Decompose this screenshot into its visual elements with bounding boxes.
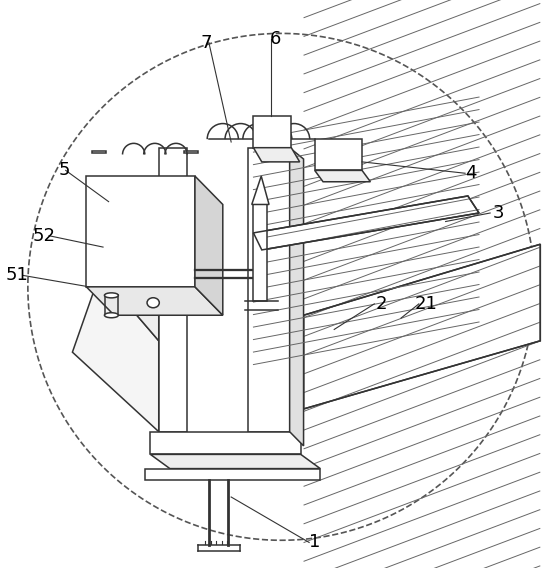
Bar: [92, 151, 106, 153]
Text: 51: 51: [5, 266, 28, 285]
Ellipse shape: [147, 298, 159, 308]
Text: 7: 7: [201, 34, 212, 52]
Bar: [184, 151, 198, 153]
Polygon shape: [253, 148, 300, 162]
Bar: [159, 148, 187, 432]
Text: 5: 5: [58, 161, 70, 179]
Text: 2: 2: [376, 295, 387, 313]
Polygon shape: [100, 216, 159, 341]
Polygon shape: [150, 454, 320, 469]
Bar: [253, 204, 267, 301]
Polygon shape: [150, 432, 301, 454]
Ellipse shape: [105, 313, 119, 318]
Polygon shape: [315, 170, 370, 182]
Bar: [86, 176, 195, 287]
Text: 3: 3: [493, 204, 504, 222]
Ellipse shape: [105, 293, 119, 298]
Polygon shape: [195, 176, 223, 315]
Polygon shape: [304, 244, 540, 409]
Polygon shape: [145, 469, 320, 480]
Bar: [253, 116, 291, 148]
Text: 21: 21: [414, 295, 438, 313]
Bar: [315, 139, 362, 170]
Bar: [248, 148, 290, 432]
Text: 6: 6: [270, 30, 281, 48]
Polygon shape: [86, 287, 223, 315]
Polygon shape: [72, 273, 159, 432]
Text: 4: 4: [465, 164, 476, 182]
Polygon shape: [252, 176, 269, 204]
Polygon shape: [290, 148, 304, 446]
Text: 52: 52: [33, 227, 56, 245]
Text: 1: 1: [309, 533, 320, 552]
Polygon shape: [253, 196, 479, 250]
